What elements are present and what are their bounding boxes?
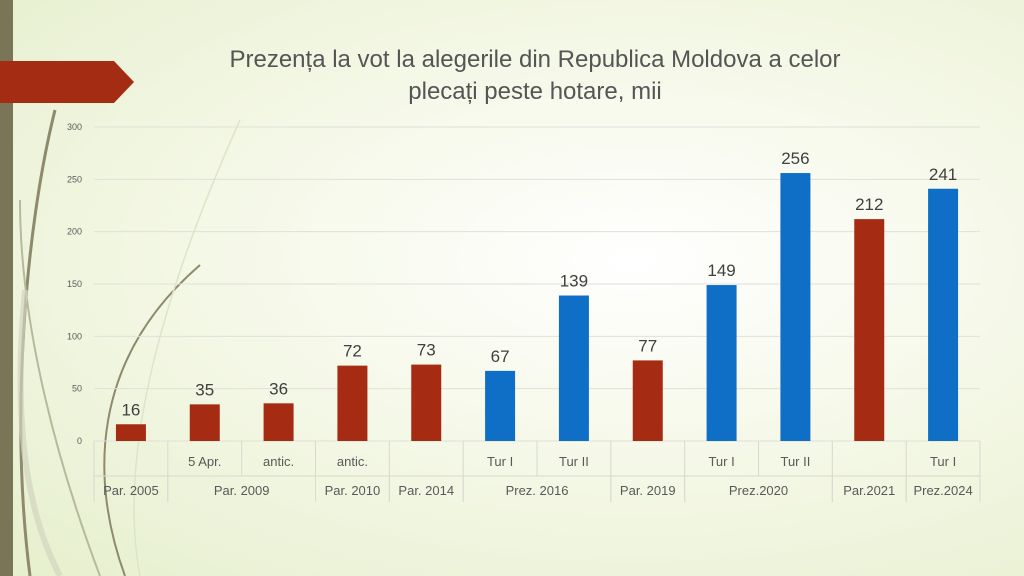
bar-sublabel: antic. [337, 454, 368, 469]
bar-sublabel: Tur I [487, 454, 513, 469]
bar [263, 403, 294, 441]
chart-title-line1: Prezența la vot la alegerile din Republi… [229, 46, 841, 73]
group-label: Prez.2020 [729, 483, 788, 498]
group-label: Par. 2019 [620, 483, 676, 498]
left-accent-bar [0, 0, 13, 576]
bar-value-label: 149 [707, 261, 735, 280]
bar [854, 219, 885, 441]
group-label: Prez.2024 [913, 483, 972, 498]
bar-value-label: 67 [491, 347, 510, 366]
bar-sublabel: 5 Apr. [188, 454, 221, 469]
bar-sublabel: antic. [263, 454, 294, 469]
group-label: Par. 2005 [103, 483, 159, 498]
bar-value-label: 36 [269, 379, 288, 398]
bar [337, 365, 368, 441]
bar-value-label: 212 [855, 195, 883, 214]
bar [411, 364, 442, 441]
bar [928, 188, 959, 441]
group-label: Par. 2014 [398, 483, 454, 498]
y-tick-label: 200 [67, 227, 82, 237]
bar [632, 360, 663, 441]
group-label: Prez. 2016 [506, 483, 569, 498]
bar-sublabel: Tur I [708, 454, 734, 469]
chart-title: Prezența la vot la alegerile din Republi… [140, 44, 930, 108]
group-label: Par.2021 [843, 483, 895, 498]
title-arrow-tab [0, 61, 134, 103]
bar [115, 424, 146, 441]
bar [706, 285, 737, 441]
bar-value-label: 72 [343, 342, 362, 361]
bar-value-label: 35 [195, 380, 214, 399]
y-tick-label: 250 [67, 174, 82, 184]
y-tick-label: 100 [67, 331, 82, 341]
bar-value-label: 256 [781, 149, 809, 168]
bar [485, 370, 516, 441]
bar-sublabel: Tur II [780, 454, 810, 469]
y-tick-label: 0 [77, 436, 82, 446]
bar-value-label: 77 [638, 336, 657, 355]
group-label: Par. 2009 [214, 483, 270, 498]
y-tick-label: 300 [67, 122, 82, 132]
bar-value-label: 241 [929, 165, 957, 184]
y-tick-label: 50 [72, 384, 82, 394]
bar-value-label: 16 [121, 400, 140, 419]
bar-value-label: 73 [417, 341, 436, 360]
bar [780, 173, 811, 441]
y-tick-label: 150 [67, 279, 82, 289]
bar-sublabel: Tur II [559, 454, 589, 469]
chart-title-line2: plecați peste hotare, mii [408, 78, 662, 105]
bar-sublabel: Tur I [930, 454, 956, 469]
group-label: Par. 2010 [325, 483, 381, 498]
bar [558, 295, 589, 441]
bar [189, 404, 220, 441]
bar-value-label: 139 [560, 272, 588, 291]
